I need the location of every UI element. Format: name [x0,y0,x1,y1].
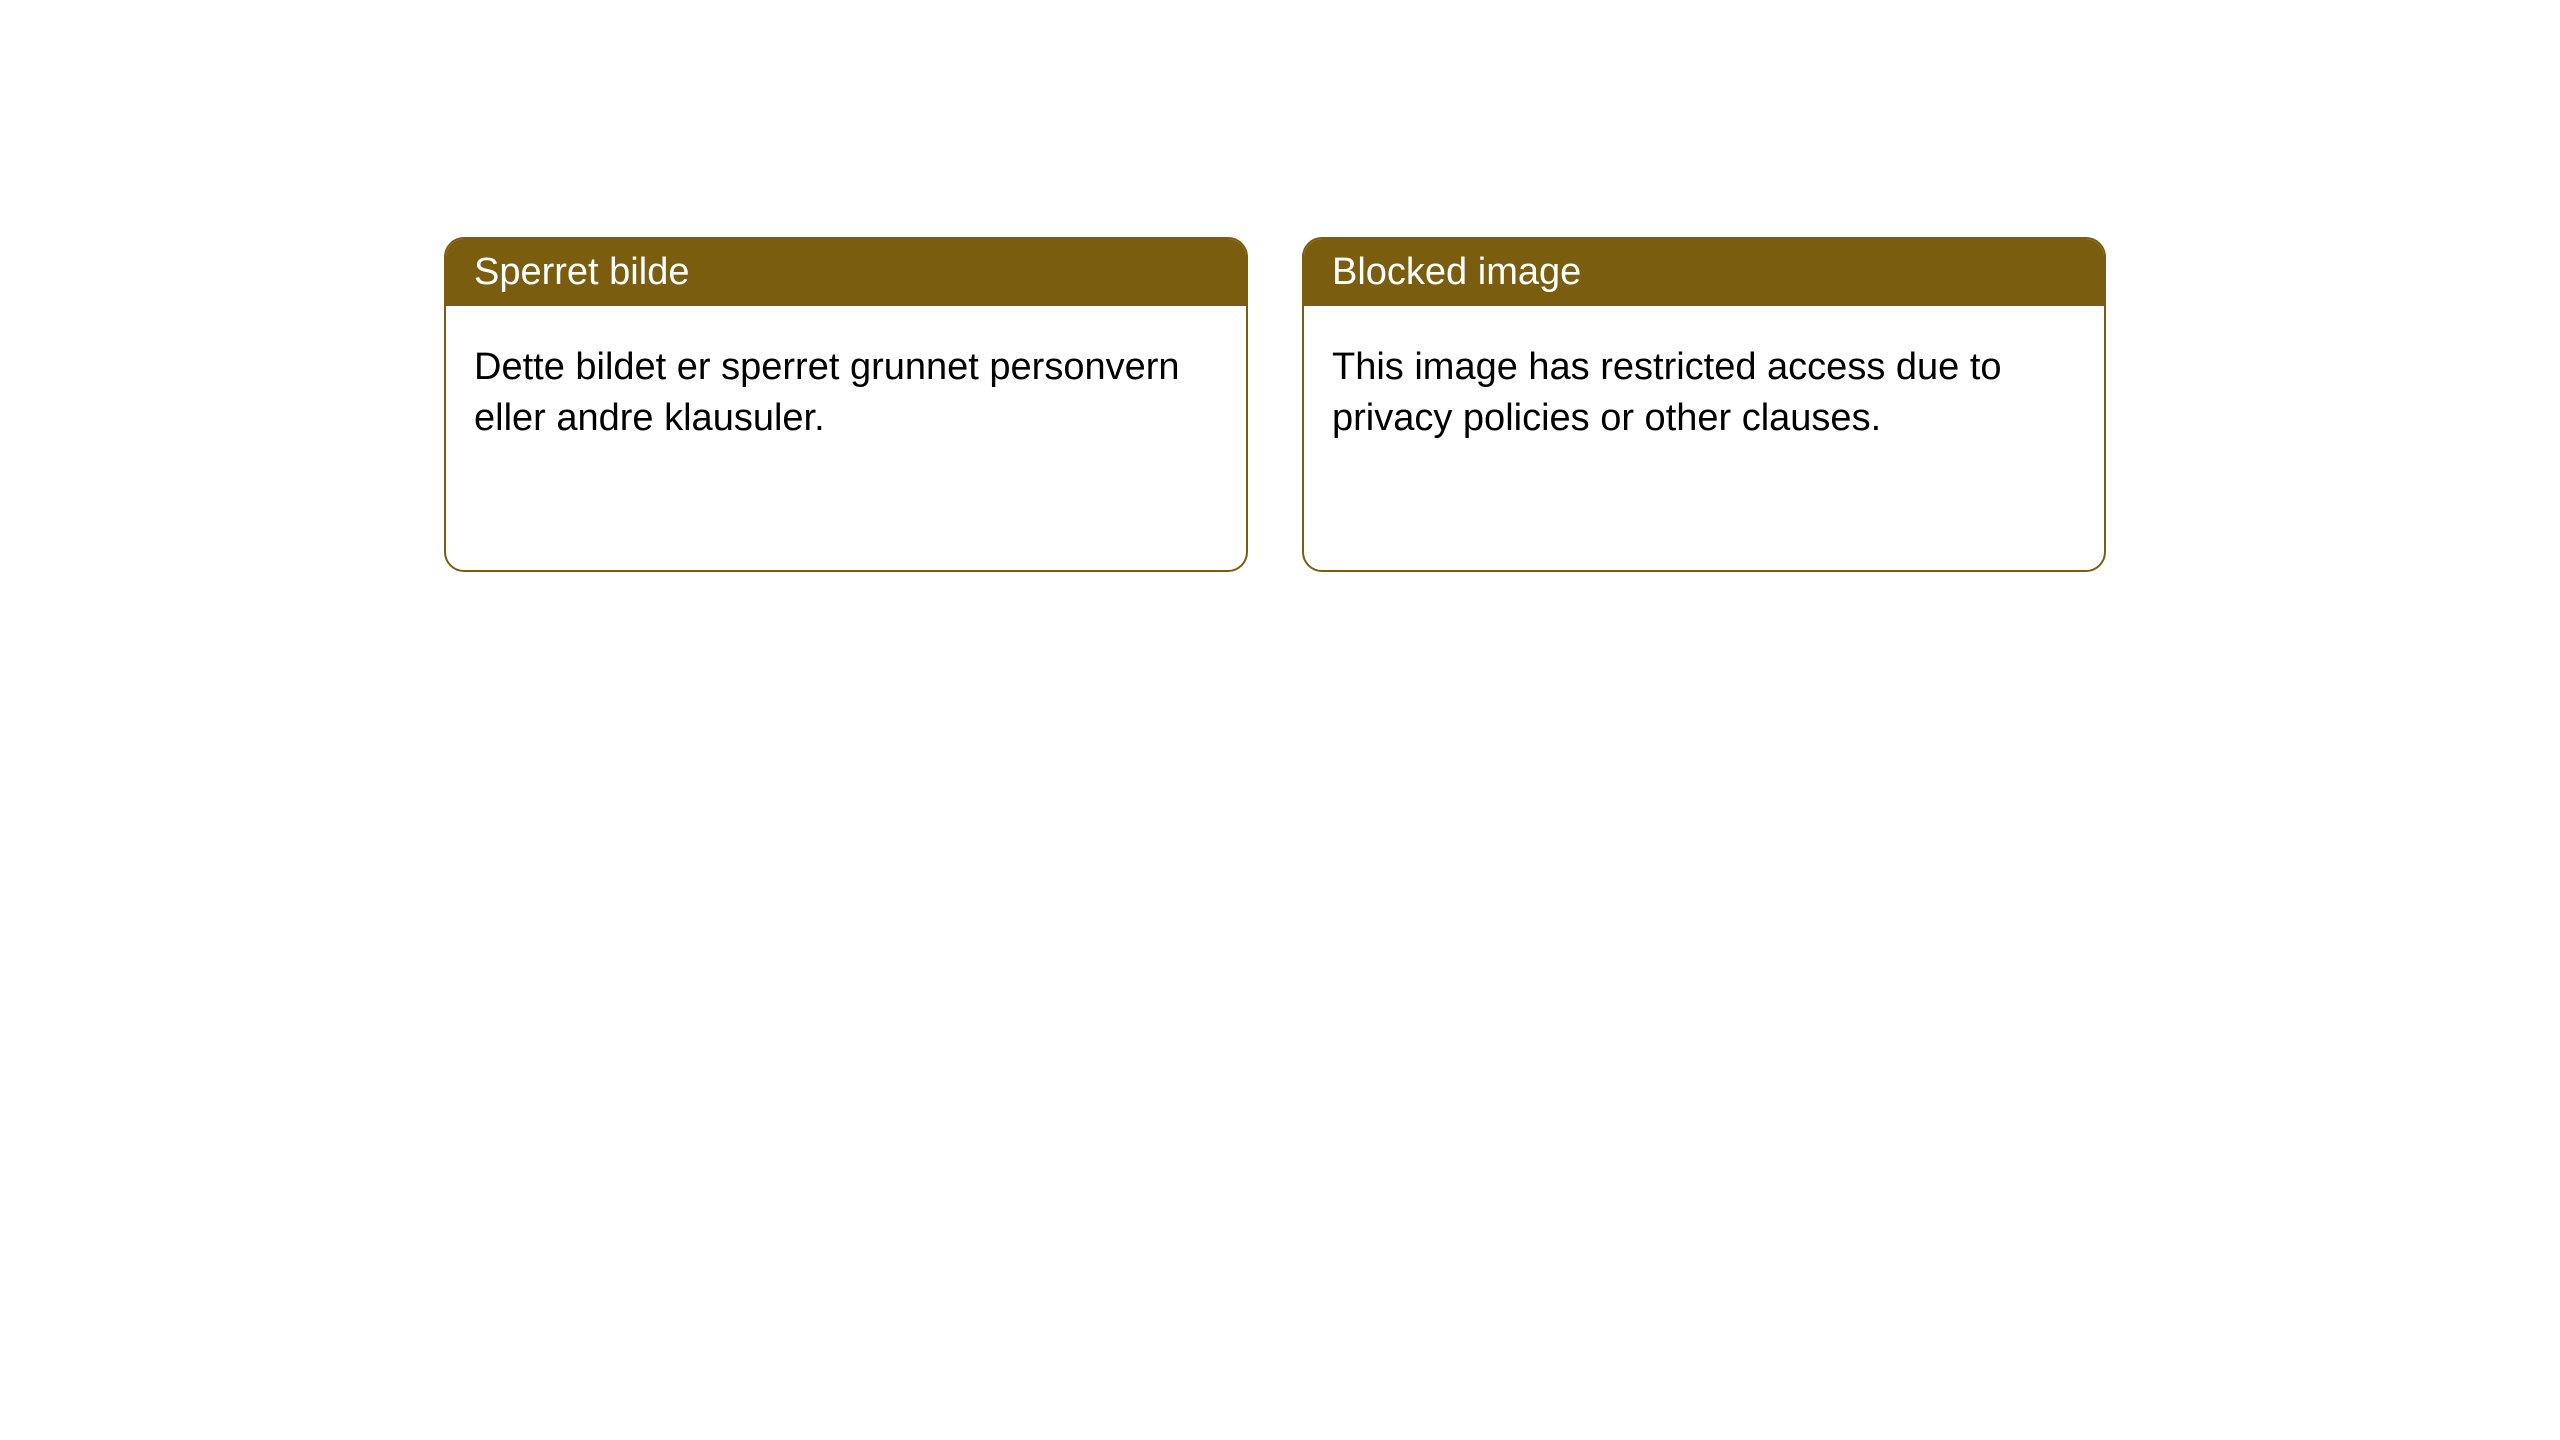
card-norwegian: Sperret bilde Dette bildet er sperret gr… [444,237,1248,572]
card-english: Blocked image This image has restricted … [1302,237,2106,572]
card-title-norwegian: Sperret bilde [474,251,689,293]
card-header-norwegian: Sperret bilde [446,239,1246,306]
card-text-english: This image has restricted access due to … [1332,346,2002,439]
card-header-english: Blocked image [1304,239,2104,306]
card-body-english: This image has restricted access due to … [1304,306,2104,481]
card-body-norwegian: Dette bildet er sperret grunnet personve… [446,306,1246,481]
card-text-norwegian: Dette bildet er sperret grunnet personve… [474,346,1180,439]
cards-container: Sperret bilde Dette bildet er sperret gr… [0,0,2560,572]
card-title-english: Blocked image [1332,251,1581,293]
